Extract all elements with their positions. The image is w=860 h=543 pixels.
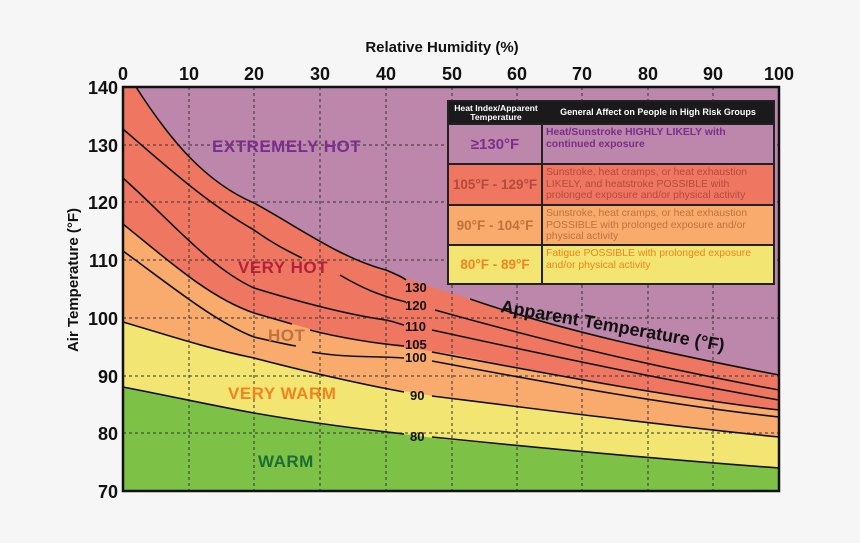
- apparent-temperature-curves: [122, 86, 780, 469]
- y-tick: 120: [88, 193, 118, 213]
- y-tick: 100: [88, 309, 118, 329]
- x-tick: 100: [764, 64, 794, 84]
- range-cell: 80°F - 89°F: [449, 246, 543, 283]
- x-tick: 60: [507, 64, 527, 84]
- zone-label-extremely-hot: EXTREMELY HOT: [212, 137, 361, 156]
- effect-cell: Sunstroke, heat cramps, or heat exhausti…: [546, 208, 747, 243]
- header-heat-index: Heat Index/Apparent Temperature: [454, 102, 538, 122]
- curve-105: [122, 223, 780, 411]
- table-row: ≥130°F Heat/Sunstroke HIGHLY LIKELY with…: [449, 123, 773, 163]
- x-tick: 90: [703, 64, 723, 84]
- y-tick: 70: [98, 482, 118, 502]
- x-tick: 70: [572, 64, 592, 84]
- zone-labels: EXTREMELY HOT VERY HOT HOT VERY WARM WAR…: [212, 137, 361, 471]
- y-tick: 90: [98, 367, 118, 387]
- zone-label-warm: WARM: [258, 452, 314, 471]
- table-row: 105°F - 129°F Sunstroke, heat cramps, or…: [449, 163, 773, 204]
- curve-90: [122, 321, 780, 438]
- x-tick: 30: [310, 64, 330, 84]
- curve-labels: 130 120 110 105 100 90 80: [405, 280, 427, 444]
- range-cell: ≥130°F: [449, 125, 543, 163]
- x-tick: 10: [179, 64, 199, 84]
- header-effect: General Affect on People in High Risk Gr…: [560, 106, 756, 117]
- x-tick: 0: [118, 64, 128, 84]
- curve-label-100: 100: [405, 350, 427, 365]
- effect-cell: Heat/Sunstroke HIGHLY LIKELY with contin…: [546, 127, 726, 150]
- range-cell: 90°F - 104°F: [449, 206, 543, 244]
- x-tick: 20: [244, 64, 264, 84]
- zone-label-hot: HOT: [268, 326, 306, 345]
- y-tick: 140: [88, 78, 118, 98]
- curve-label-110: 110: [405, 319, 426, 334]
- curve-110: [122, 177, 780, 401]
- heat-index-table: Heat Index/Apparent Temperature General …: [447, 100, 775, 285]
- x-axis-title: Relative Humidity (%): [365, 39, 518, 56]
- x-tick: 40: [376, 64, 396, 84]
- y-axis-title: Air Temperature (°F): [65, 208, 82, 352]
- zone-warm: [123, 387, 779, 491]
- curve-100: [122, 250, 780, 418]
- x-axis: Relative Humidity (%) 0 10 20 30 40 50 6…: [118, 39, 794, 84]
- zone-label-very-hot: VERY HOT: [238, 258, 328, 277]
- table-header: Heat Index/Apparent Temperature General …: [449, 102, 773, 123]
- curve-120: [122, 128, 780, 391]
- effect-cell: Fatigue POSSIBLE with prolonged exposure…: [546, 248, 752, 271]
- y-axis: 140 130 120 110 100 90 80 70 Air Tempera…: [65, 78, 118, 502]
- table-row: 90°F - 104°F Sunstroke, heat cramps, or …: [449, 204, 773, 244]
- y-tick: 110: [89, 251, 118, 271]
- range-cell: 105°F - 129°F: [449, 165, 543, 204]
- x-tick: 50: [442, 64, 462, 84]
- curve-label-130: 130: [405, 280, 427, 295]
- effect-cell: Sunstroke, heat cramps, or heat exhausti…: [546, 167, 747, 202]
- curve-label-120: 120: [405, 298, 427, 313]
- curve-130: [135, 86, 780, 376]
- plot-border: [121, 85, 781, 493]
- curve-80: [122, 386, 780, 469]
- table-row: 80°F - 89°F Fatigue POSSIBLE with prolon…: [449, 244, 773, 283]
- y-tick: 80: [98, 424, 118, 444]
- x-tick: 80: [638, 64, 658, 84]
- curve-label-80: 80: [410, 429, 424, 444]
- zone-label-very-warm: VERY WARM: [228, 384, 336, 403]
- curve-label-105: 105: [405, 337, 427, 352]
- y-tick: 130: [88, 136, 118, 156]
- curve-label-90: 90: [410, 388, 424, 403]
